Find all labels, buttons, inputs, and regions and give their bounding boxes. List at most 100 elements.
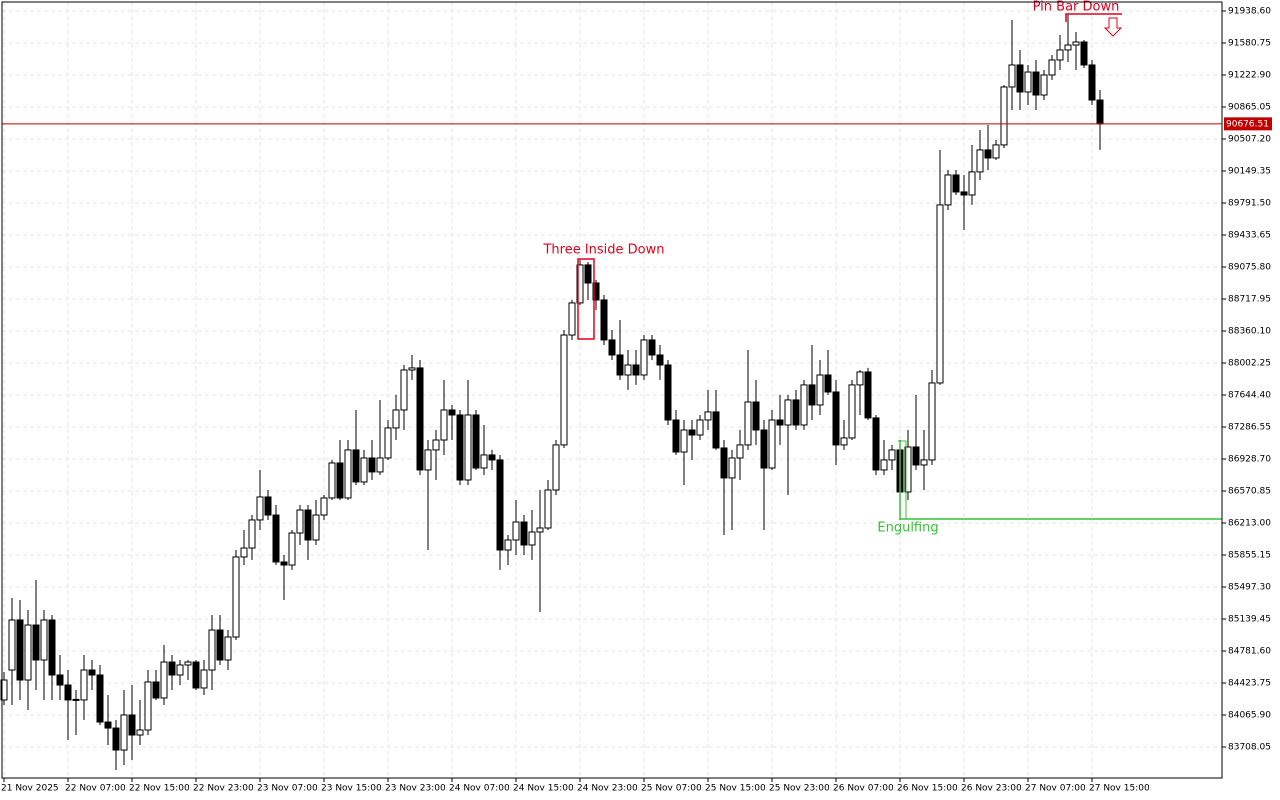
candle-body [472,414,480,469]
candle-body [456,414,464,481]
candle-body [0,679,8,701]
candle-body [352,449,360,483]
candle-body [400,369,408,411]
candle-body [672,419,680,453]
candle-body [392,409,400,429]
y-tick-label: 90507.20 [1228,134,1271,144]
candle-body [1080,41,1088,66]
y-tick-label: 90865.05 [1228,102,1271,112]
y-tick-label: 89433.65 [1228,230,1271,240]
candle-body [376,457,384,473]
candle-body [240,547,248,558]
annotation: Three Inside Down [542,243,664,258]
candle-body [8,619,16,671]
candle-body [360,457,368,483]
candle-body [856,371,864,386]
x-tick-label: 25 Nov 07:00 [641,784,702,794]
candle-body [432,439,440,451]
candle-body [344,449,352,499]
pattern-box [577,258,595,340]
candle-body [512,521,520,541]
candle-body [704,411,712,421]
candle-body [568,302,576,336]
down-arrow [1103,17,1123,37]
candle-body [832,391,840,446]
x-tick-label: 22 Nov 07:00 [65,784,126,794]
candle-body [264,496,272,516]
candle-body [1008,64,1016,88]
candle-body [952,174,960,193]
candle-body [304,509,312,541]
plot-border [1,1,1223,779]
price-label: 90676.51 [1226,119,1269,129]
candle-body [984,149,992,159]
x-tick-label: 26 Nov 15:00 [897,784,958,794]
candle-body [968,171,976,196]
x-tick-label: 25 Nov 15:00 [705,784,766,794]
candle-body [784,399,792,426]
candle-body [72,698,80,701]
x-tick-label: 24 Nov 23:00 [577,784,638,794]
x-tick-label: 23 Nov 23:00 [385,784,446,794]
candle-body [1048,59,1056,76]
candle-body [312,514,320,541]
axes: 91938.60 91580.75 91222.90 90865.05 90507.20… [1,6,1272,794]
candle-body [1024,71,1032,93]
candle-body [24,624,32,681]
y-tick-label: 88002.25 [1228,358,1271,368]
candle-body [128,714,136,736]
x-tick-label: 22 Nov 23:00 [193,784,254,794]
annotation: Pin Bar Down [1033,0,1120,15]
candle-body [1072,41,1080,46]
pattern-marker [899,441,1222,520]
x-tick-label: 23 Nov 07:00 [257,784,318,794]
y-tick-label: 89075.80 [1228,262,1271,272]
x-tick-label: 26 Nov 07:00 [833,784,894,794]
candle-body [64,684,72,701]
candle-body [296,509,304,534]
candle-body [816,374,824,406]
candle-body [328,462,336,499]
y-tick-label: 88360.10 [1228,326,1271,336]
y-tick-label: 91938.60 [1228,6,1271,16]
candle-body [600,299,608,341]
candle-body [384,427,392,459]
candle-body [176,664,184,676]
candle-body [248,519,256,549]
y-tick-label: 90149.35 [1228,166,1271,176]
candle-body [440,409,448,441]
candle-body [728,457,736,479]
candle-body [136,729,144,736]
y-tick-label: 85139.45 [1228,614,1271,624]
x-tick-label: 24 Nov 15:00 [513,784,574,794]
candle-body [536,527,544,533]
candle-body [544,489,552,529]
y-tick-label: 84065.90 [1228,710,1271,720]
candle-body [480,454,488,469]
candle-body [640,339,648,376]
candle-body [720,447,728,479]
candle-body [760,429,768,469]
y-tick-label: 84423.75 [1228,678,1271,688]
candle-body [688,429,696,436]
candle-body [592,282,600,301]
candle-body [448,409,456,416]
candle-body [208,629,216,671]
candle-body [496,459,504,551]
candle-body [864,371,872,419]
candle-body [912,446,920,466]
candle-body [664,364,672,421]
candle-body [504,539,512,551]
candle-body [336,462,344,499]
candle-body [144,681,152,731]
y-tick-label: 87286.55 [1228,422,1271,432]
candle-body [488,454,496,461]
candle-body [152,681,160,699]
candle-body [656,354,664,366]
candle-body [80,669,88,701]
candle-body [560,334,568,446]
y-tick-label: 86213.00 [1228,518,1271,528]
candles [0,14,1104,770]
candle-body [416,367,424,471]
